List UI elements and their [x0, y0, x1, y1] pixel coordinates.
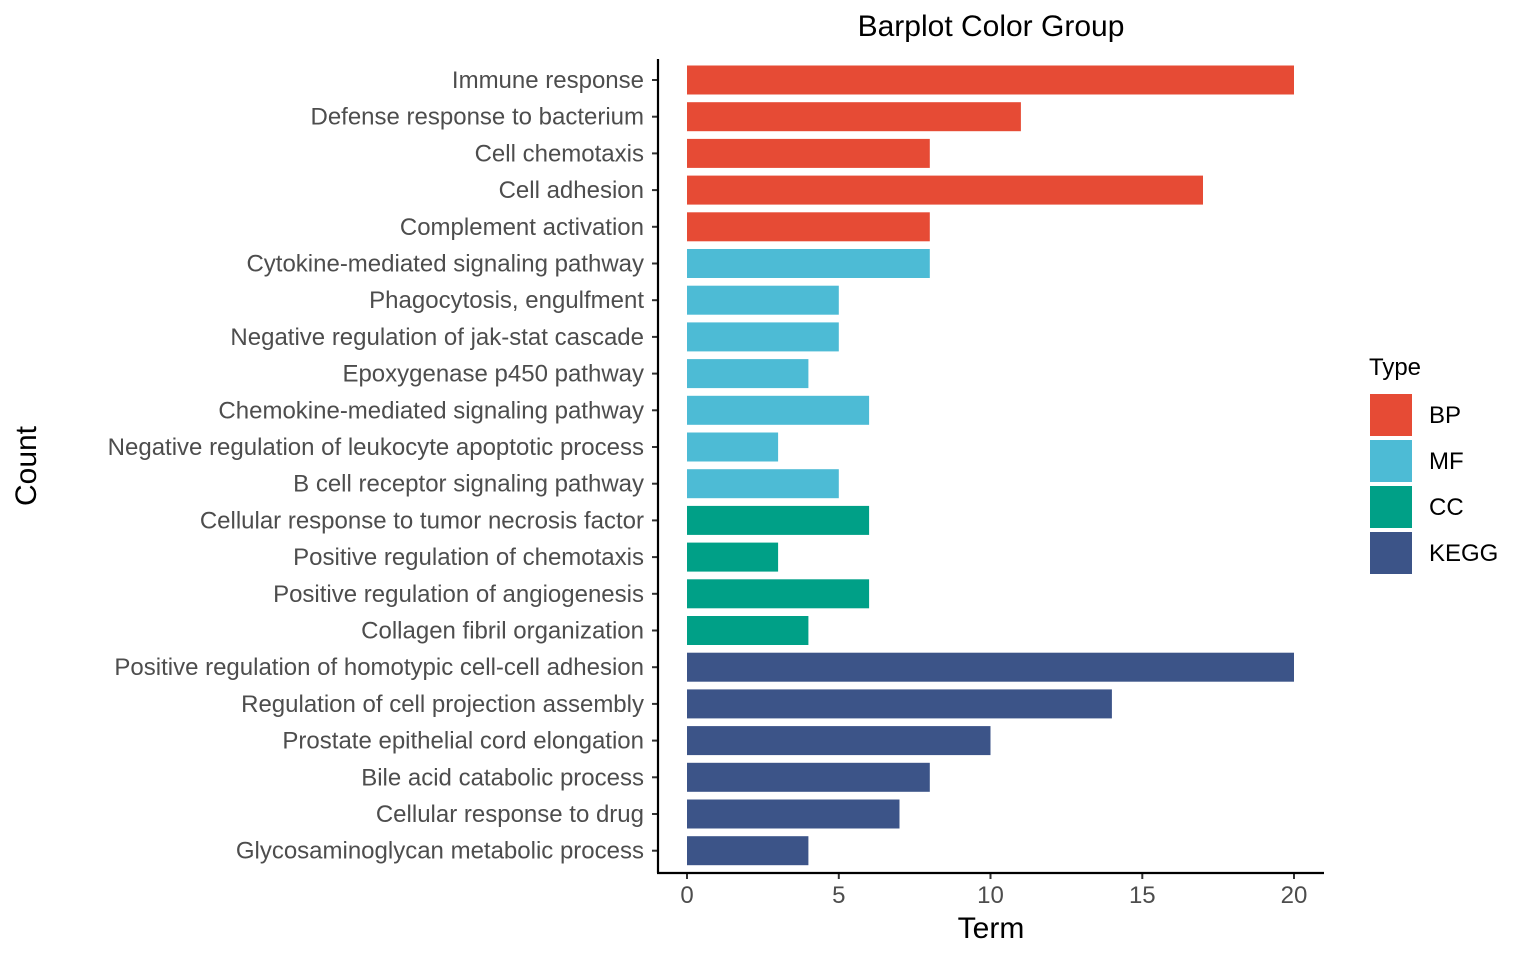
x-tick-label: 10 [977, 882, 1004, 909]
bar [687, 762, 930, 792]
legend-title: Type [1369, 354, 1421, 381]
x-tick-label: 15 [1129, 882, 1156, 909]
y-tick-label: Cellular response to drug [376, 801, 644, 828]
bar [687, 138, 930, 168]
bar [687, 65, 1294, 95]
bar [687, 616, 809, 645]
chart-title: Barplot Color Group [858, 10, 1125, 43]
legend-label: CC [1429, 494, 1464, 521]
bar [687, 359, 809, 389]
bar [687, 836, 809, 866]
x-tick-label: 5 [832, 882, 845, 909]
bar [687, 799, 900, 829]
legend-items: BP MF CC KEGG [1370, 394, 1498, 574]
y-tick-label: Collagen fibril organization [361, 618, 644, 645]
y-tick-label: Negative regulation of leukocyte apoptot… [108, 434, 644, 461]
legend-key [1370, 532, 1412, 574]
y-tick-label: Prostate epithelial cord elongation [282, 728, 644, 755]
bar [687, 542, 779, 572]
legend-key [1370, 440, 1412, 482]
x-axis-title: Term [958, 912, 1025, 945]
legend-label: KEGG [1429, 540, 1498, 567]
legend: Type BP MF CC KEGG [1369, 354, 1498, 574]
bar [687, 726, 991, 756]
y-tick-label: Phagocytosis, engulfment [369, 287, 644, 314]
y-tick-label: Chemokine-mediated signaling pathway [218, 397, 644, 424]
y-tick-label: Defense response to bacterium [310, 104, 644, 131]
y-tick-label: Negative regulation of jak-stat cascade [230, 324, 644, 351]
x-axis-ticks: 0 5 10 15 20 [680, 873, 1307, 909]
bar [687, 395, 870, 425]
y-axis-title: Count [10, 425, 43, 506]
y-tick-label: Cytokine-mediated signaling pathway [246, 251, 644, 278]
y-tick-label: Complement activation [400, 214, 644, 241]
bar [687, 469, 839, 499]
y-tick-label: B cell receptor signaling pathway [293, 471, 644, 498]
y-tick-label: Positive regulation of angiogenesis [273, 581, 644, 608]
y-tick-label: Cell chemotaxis [475, 140, 644, 167]
y-tick-label: Immune response [452, 67, 644, 94]
bar [687, 285, 839, 315]
y-tick-label: Cell adhesion [499, 177, 644, 204]
bar [687, 102, 1021, 132]
bar [687, 432, 779, 462]
y-tick-label: Positive regulation of chemotaxis [293, 544, 644, 571]
bar [687, 175, 1203, 205]
bar [687, 652, 1294, 682]
bars-layer [687, 65, 1294, 866]
y-tick-label: Regulation of cell projection assembly [241, 691, 644, 718]
bar [687, 322, 839, 352]
y-tick-label: Glycosaminoglycan metabolic process [236, 838, 644, 865]
bar [687, 505, 870, 535]
y-tick-label: Bile acid catabolic process [361, 764, 644, 791]
legend-key [1370, 394, 1412, 436]
legend-label: MF [1429, 448, 1464, 475]
x-tick-label: 0 [680, 882, 693, 909]
bar [687, 689, 1112, 719]
bar [687, 212, 930, 242]
legend-label: BP [1429, 402, 1461, 429]
y-tick-label: Epoxygenase p450 pathway [342, 361, 644, 388]
legend-key [1370, 486, 1412, 528]
bar [687, 249, 930, 278]
y-axis-ticks: Immune response Defense response to bacte… [108, 67, 658, 865]
bar [687, 579, 870, 609]
x-tick-label: 20 [1281, 882, 1308, 909]
y-tick-label: Cellular response to tumor necrosis fact… [200, 507, 644, 534]
y-tick-label: Positive regulation of homotypic cell-ce… [114, 654, 644, 681]
